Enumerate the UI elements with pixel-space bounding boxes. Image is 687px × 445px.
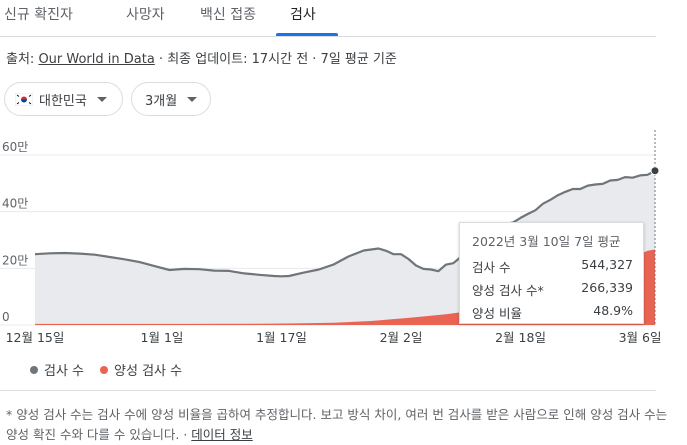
range-dropdown[interactable]: 3개월 [131, 82, 211, 116]
x-tick-label: 2월 2일 [380, 330, 423, 345]
legend-tests: 검사 수 [44, 364, 85, 379]
tests-line [34, 169, 656, 278]
tooltip-row-positive: 양성 검사 수* 266,339 [472, 280, 633, 299]
tooltip-label: 검사 수 [472, 260, 511, 275]
source-line: 출처: Our World in Data · 최종 업데이트: 17시간 전 … [6, 48, 397, 67]
tab-new-cases[interactable]: 신규 확진자 [4, 7, 73, 23]
source-link[interactable]: Our World in Data [38, 52, 155, 67]
x-axis-labels: 12월 15일 1월 1일 1월 17일 2월 2일 2월 18일 3월 6일 [6, 330, 662, 345]
tooltip-row-tests: 검사 수 544,327 [472, 257, 633, 276]
x-tick-label: 2월 18일 [495, 330, 546, 345]
y-tick-label: 60만 [2, 140, 28, 154]
footnote-text: * 양성 검사 수는 검사 수에 양성 비율을 곱하여 추정합니다. 보고 방식… [6, 407, 668, 442]
y-tick-label: 0 [2, 310, 10, 324]
tab-vaccinations[interactable]: 백신 접종 [200, 7, 256, 23]
chevron-down-icon [96, 96, 107, 102]
data-info-link[interactable]: 데이터 정보 [191, 427, 253, 442]
tab-bar: 신규 확진자 사망자 백신 접종 검사 [0, 0, 687, 37]
tooltip-value: 544,327 [581, 257, 633, 272]
tooltip-value: 266,339 [581, 280, 633, 295]
active-tab-indicator [276, 33, 338, 36]
tooltip-value: 48.9% [593, 303, 633, 318]
tooltip-label: 양성 검사 수* [472, 283, 544, 298]
source-prefix: 출처: [6, 52, 39, 67]
tooltip-date: 2022년 3월 10일 7일 평균 [472, 234, 621, 249]
y-tick-label: 20만 [2, 253, 28, 267]
chart-tooltip: 2022년 3월 10일 7일 평균 검사 수 544,327 양성 검사 수*… [459, 222, 644, 324]
hover-point [650, 166, 660, 176]
x-tick-label: 1월 17일 [256, 330, 307, 345]
y-axis-labels: 60만 40만 20만 0 [2, 140, 28, 324]
footnote: * 양성 검사 수는 검사 수에 양성 비율을 곱하여 추정합니다. 보고 방식… [6, 405, 678, 445]
country-label: 대한민국 [39, 93, 87, 109]
country-dropdown[interactable]: 대한민국 [4, 82, 123, 116]
tests-legend-dot [30, 365, 38, 374]
x-tick-label: 3월 6일 [619, 330, 662, 345]
update-info: · 최종 업데이트: 17시간 전 · 7일 평균 기준 [154, 52, 397, 67]
chart-legend: 검사 수 양성 검사 수 [30, 360, 182, 379]
tab-tests[interactable]: 검사 [290, 7, 316, 23]
tooltip-label: 양성 비율 [472, 306, 522, 321]
y-tick-label: 40만 [2, 197, 28, 211]
x-tick-label: 12월 15일 [6, 330, 65, 345]
positive-legend-dot [100, 365, 109, 374]
tooltip-row-rate: 양성 비율 48.9% [472, 303, 633, 322]
range-label: 3개월 [145, 93, 178, 109]
x-tick-label: 1월 1일 [141, 330, 184, 345]
chevron-down-icon [187, 96, 198, 102]
flag-south-korea-icon [15, 92, 33, 106]
legend-divider [0, 390, 656, 391]
legend-positive: 양성 검사 수 [114, 364, 183, 379]
tab-divider [0, 36, 656, 37]
tab-deaths[interactable]: 사망자 [126, 7, 165, 23]
